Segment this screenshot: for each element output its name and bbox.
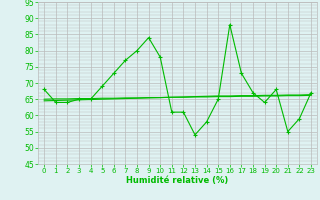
X-axis label: Humidité relative (%): Humidité relative (%) bbox=[126, 176, 229, 185]
